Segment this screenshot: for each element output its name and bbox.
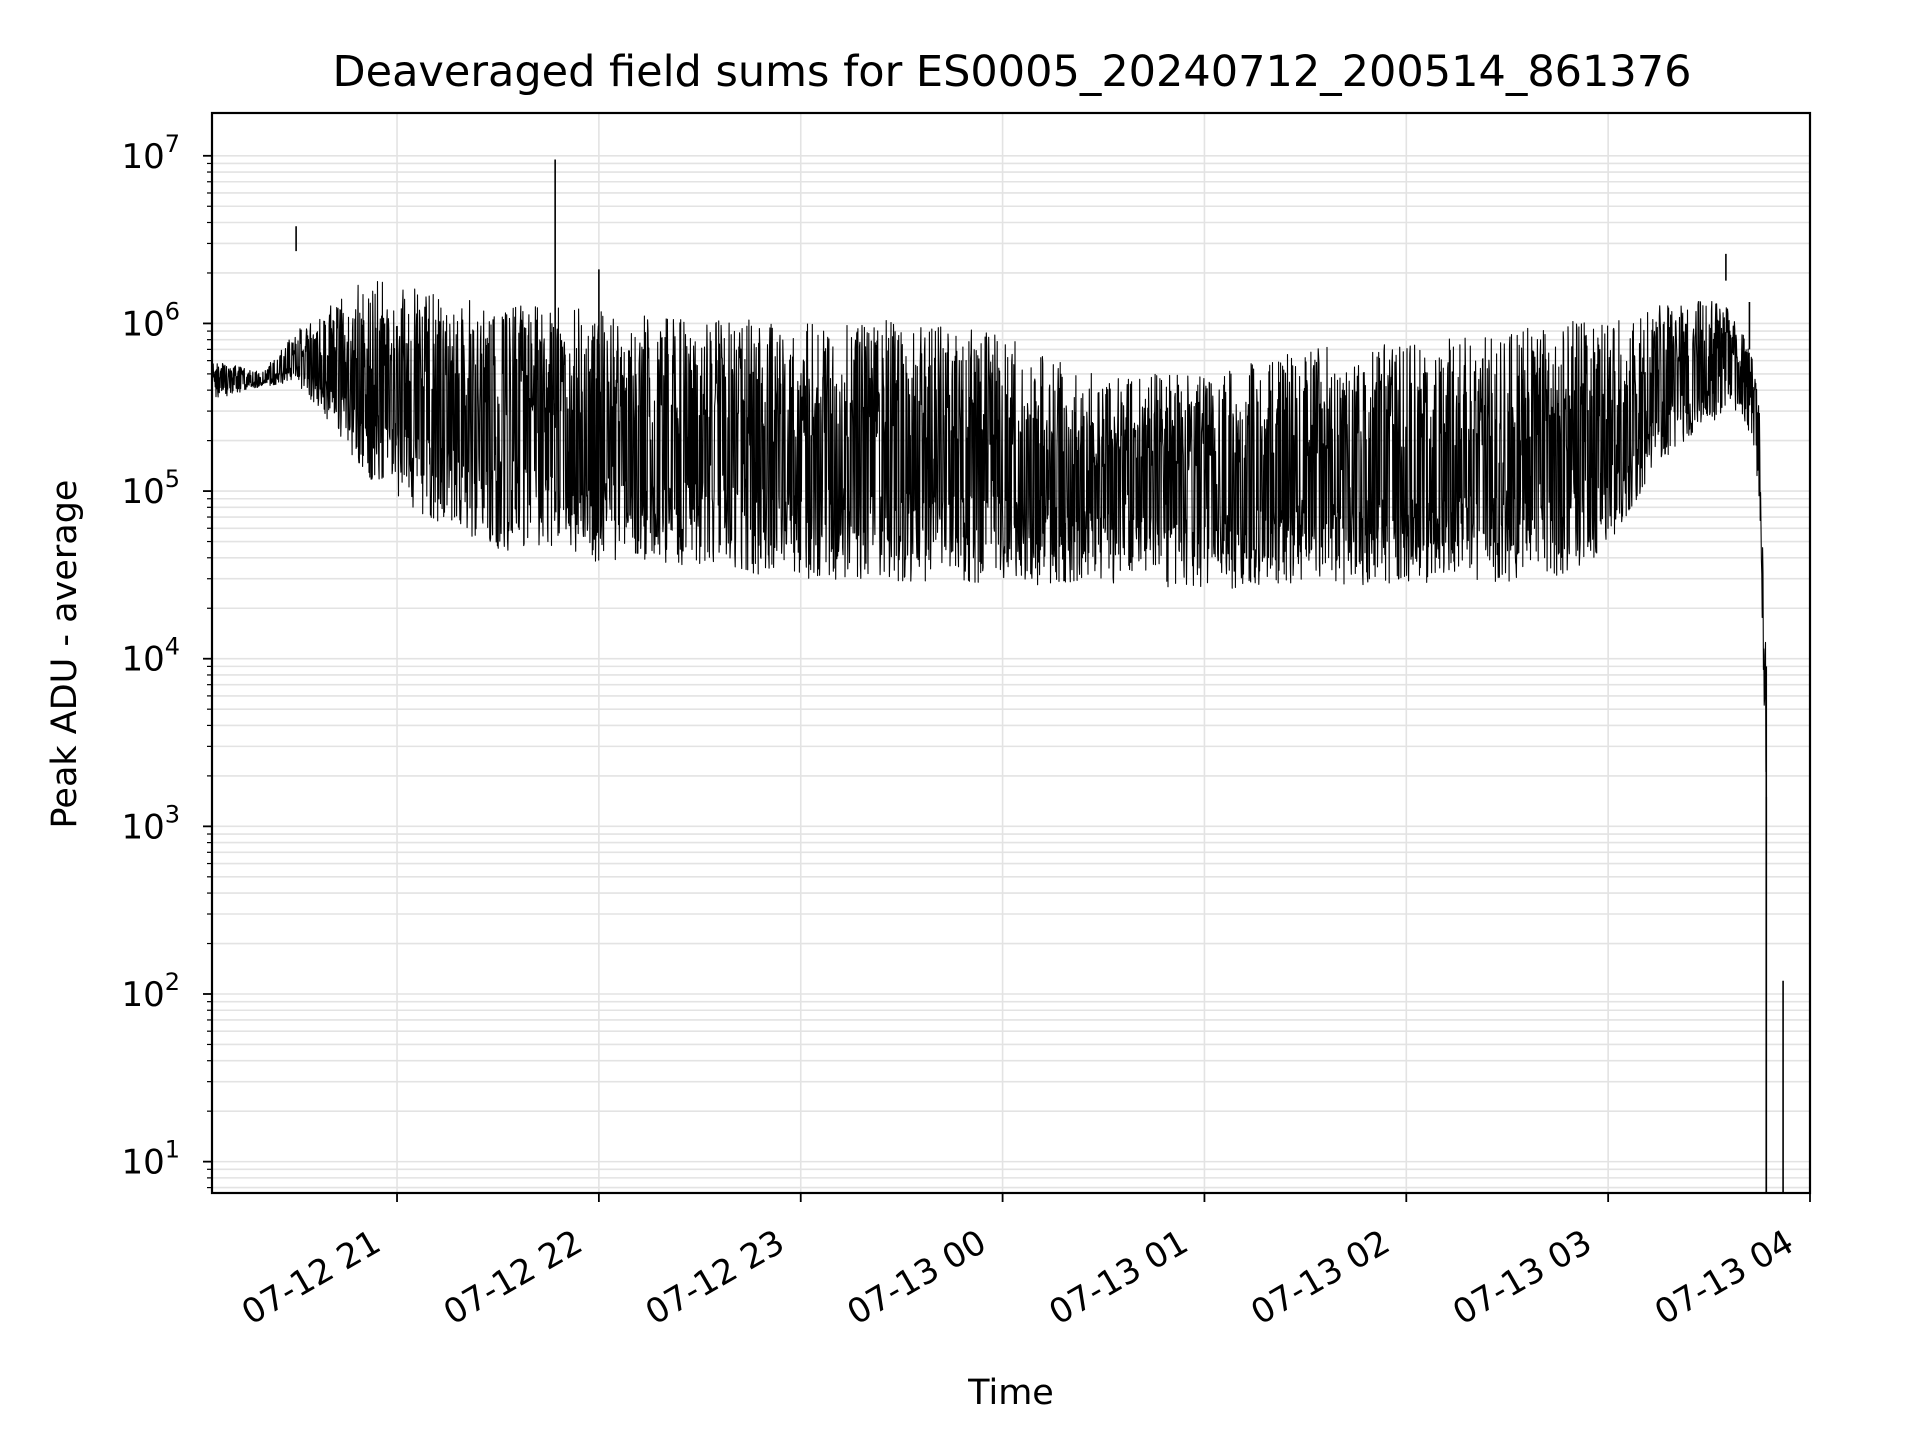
x-axis-label: Time: [967, 1373, 1054, 1413]
y-tick-label: 107: [121, 130, 180, 177]
plot-frame: [210, 111, 1812, 1195]
y-axis-label: Peak ADU - average: [45, 480, 85, 829]
y-tick-label: 104: [121, 633, 180, 680]
series-line: [211, 281, 1767, 773]
y-tick-label: 105: [121, 465, 180, 512]
y-tick-label: 106: [121, 297, 180, 344]
data-series: [211, 159, 1784, 1193]
y-tick-label: 101: [121, 1136, 180, 1183]
y-tick-label: 102: [121, 968, 180, 1015]
y-tick-label: 103: [121, 800, 180, 847]
chart-title: Deaveraged field sums for ES0005_2024071…: [333, 47, 1692, 97]
